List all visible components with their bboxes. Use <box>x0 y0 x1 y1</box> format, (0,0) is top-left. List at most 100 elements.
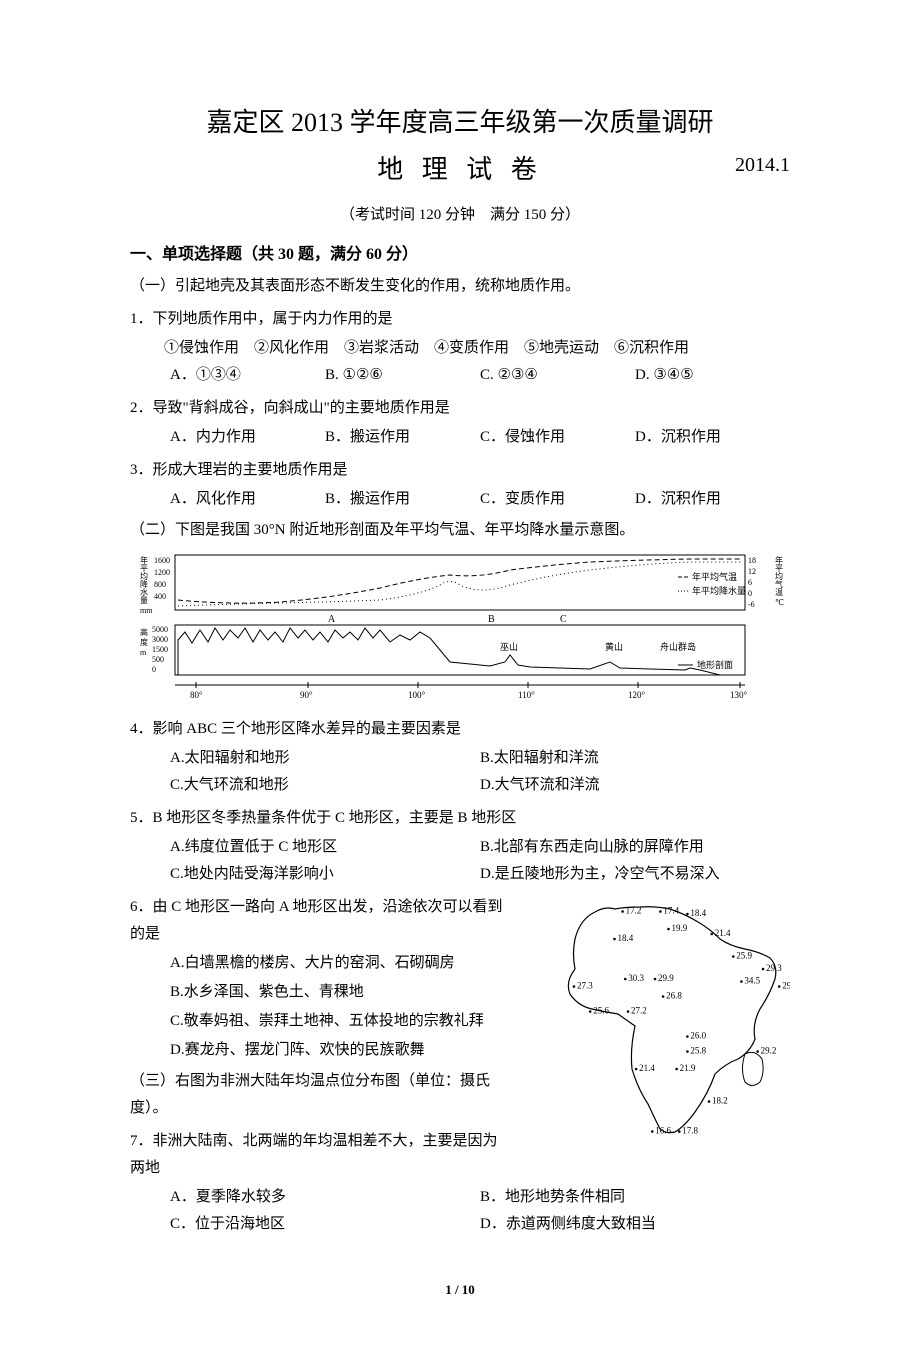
svg-text:温: 温 <box>775 588 783 597</box>
sub-title: 地 理 试 卷 <box>377 147 543 194</box>
svg-text:80°: 80° <box>190 690 203 700</box>
svg-text:1600: 1600 <box>154 556 170 565</box>
q4-optB: B.太阳辐射和洋流 <box>480 745 790 772</box>
svg-text:12: 12 <box>748 567 756 576</box>
q5-options-row2: C.地处内陆受海洋影响小 D.是丘陵地形为主，冷空气不易深入 <box>130 861 790 888</box>
q1-items: ①侵蚀作用 ②风化作用 ③岩浆活动 ④变质作用 ⑤地壳运动 ⑥沉积作用 <box>130 335 790 362</box>
svg-text:舟山群岛: 舟山群岛 <box>660 641 696 652</box>
svg-text:800: 800 <box>154 580 166 589</box>
svg-text:90°: 90° <box>300 690 313 700</box>
svg-text:27.2: 27.2 <box>631 1006 647 1016</box>
svg-text:100°: 100° <box>408 690 426 700</box>
svg-text:27.3: 27.3 <box>577 981 593 991</box>
svg-text:30.3: 30.3 <box>628 973 644 983</box>
svg-text:29.3: 29.3 <box>766 963 782 973</box>
svg-text:18.4: 18.4 <box>618 933 634 943</box>
svg-text:17.8: 17.8 <box>682 1126 698 1136</box>
svg-text:0: 0 <box>748 589 752 598</box>
svg-text:18: 18 <box>748 556 756 565</box>
q1-optA: A．①③④ <box>170 362 325 389</box>
svg-text:17.4: 17.4 <box>663 906 679 916</box>
q2-optB: B．搬运作用 <box>325 424 480 451</box>
svg-text:年平均气温: 年平均气温 <box>692 571 737 582</box>
svg-text:-6: -6 <box>748 600 755 609</box>
q2-optA: A．内力作用 <box>170 424 325 451</box>
svg-text:29.9: 29.9 <box>658 973 674 983</box>
question-5: 5．B 地形区冬季热量条件优于 C 地形区，主要是 B 地形区 A.纬度位置低于… <box>130 805 790 888</box>
q3-options: A．风化作用 B．搬运作用 C．变质作用 D．沉积作用 <box>130 486 790 513</box>
q5-optC: C.地处内陆受海洋影响小 <box>170 861 480 888</box>
question-4: 4．影响 ABC 三个地形区降水差异的最主要因素是 A.太阳辐射和地形 B.太阳… <box>130 716 790 799</box>
q5-optA: A.纬度位置低于 C 地形区 <box>170 834 480 861</box>
main-title: 嘉定区 2013 学年度高三年级第一次质量调研 <box>130 100 790 147</box>
q4-options-row2: C.大气环流和地形 D.大气环流和洋流 <box>130 772 790 799</box>
q1-options: A．①③④ B. ①②⑥ C. ②③④ D. ③④⑤ <box>130 362 790 389</box>
question-7: 7．非洲大陆南、北两端的年均温相差不大，主要是因为两地 A．夏季降水较多 B．地… <box>130 1128 790 1238</box>
question-2: 2．导致"背斜成谷，向斜成山"的主要地质作用是 A．内力作用 B．搬运作用 C．… <box>130 395 790 451</box>
q2-stem: 2．导致"背斜成谷，向斜成山"的主要地质作用是 <box>130 395 790 422</box>
svg-text:5000: 5000 <box>152 625 168 634</box>
exam-date: 2014.1 <box>735 147 790 183</box>
svg-text:mm: mm <box>140 606 153 615</box>
question-1: 1．下列地质作用中，属于内力作用的是 ①侵蚀作用 ②风化作用 ③岩浆活动 ④变质… <box>130 306 790 389</box>
svg-text:黄山: 黄山 <box>605 641 623 652</box>
svg-text:0: 0 <box>152 665 156 674</box>
svg-text:3000: 3000 <box>152 635 168 644</box>
svg-text:巫山: 巫山 <box>500 642 518 652</box>
q3-optA: A．风化作用 <box>170 486 325 513</box>
q7-options-row1: A．夏季降水较多 B．地形地势条件相同 <box>130 1184 790 1211</box>
subsection-2-intro: （二）下图是我国 30°N 附近地形剖面及年平均气温、年平均降水量示意图。 <box>130 517 790 544</box>
q7-optA: A．夏季降水较多 <box>170 1184 480 1211</box>
svg-text:29.2: 29.2 <box>761 1046 777 1056</box>
q3-optB: B．搬运作用 <box>325 486 480 513</box>
svg-text:m: m <box>140 648 147 657</box>
svg-text:21.9: 21.9 <box>680 1063 696 1073</box>
q2-optD: D．沉积作用 <box>635 424 790 451</box>
q3-optD: D．沉积作用 <box>635 486 790 513</box>
q4-options-row1: A.太阳辐射和地形 B.太阳辐射和洋流 <box>130 745 790 772</box>
q7-optB: B．地形地势条件相同 <box>480 1184 790 1211</box>
svg-text:26.8: 26.8 <box>666 991 682 1001</box>
profile-chart: 年 平 均 降 水 量 mm 1600 1200 800 400 年 平 均 气… <box>130 550 790 710</box>
svg-text:120°: 120° <box>628 690 646 700</box>
q3-stem: 3．形成大理岩的主要地质作用是 <box>130 457 790 484</box>
q4-optA: A.太阳辐射和地形 <box>170 745 480 772</box>
svg-text:量: 量 <box>140 596 148 605</box>
svg-text:34.5: 34.5 <box>744 976 760 986</box>
svg-text:25.9: 25.9 <box>736 951 752 961</box>
q2-options: A．内力作用 B．搬运作用 C．侵蚀作用 D．沉积作用 <box>130 424 790 451</box>
q1-optB: B. ①②⑥ <box>325 362 480 389</box>
svg-text:C: C <box>560 614 567 625</box>
svg-text:18.2: 18.2 <box>712 1096 728 1106</box>
svg-text:17.2: 17.2 <box>626 906 642 916</box>
svg-text:25.8: 25.8 <box>690 1046 706 1056</box>
svg-text:18.4: 18.4 <box>690 908 706 918</box>
section-1-title: 一、单项选择题（共 30 题，满分 60 分） <box>130 241 790 270</box>
svg-text:6: 6 <box>748 578 752 587</box>
svg-text:1200: 1200 <box>154 568 170 577</box>
q7-options-row2: C．位于沿海地区 D．赤道两侧纬度大致相当 <box>130 1211 790 1238</box>
svg-text:26.0: 26.0 <box>690 1031 706 1041</box>
svg-text:地形剖面: 地形剖面 <box>697 659 733 670</box>
exam-info: （考试时间 120 分钟 满分 150 分） <box>130 202 790 229</box>
svg-text:16.6: 16.6 <box>655 1126 671 1136</box>
q7-optC: C．位于沿海地区 <box>170 1211 480 1238</box>
question-3: 3．形成大理岩的主要地质作用是 A．风化作用 B．搬运作用 C．变质作用 D．沉… <box>130 457 790 513</box>
svg-text:年平均降水量: 年平均降水量 <box>692 585 746 596</box>
svg-text:19.9: 19.9 <box>672 923 688 933</box>
q4-optD: D.大气环流和洋流 <box>480 772 790 799</box>
q5-stem: 5．B 地形区冬季热量条件优于 C 地形区，主要是 B 地形区 <box>130 805 790 832</box>
svg-text:29.9: 29.9 <box>782 981 790 991</box>
page-footer: 1 / 10 <box>130 1278 790 1301</box>
q2-optC: C．侵蚀作用 <box>480 424 635 451</box>
africa-map: 17.217.418.419.921.418.425.929.330.329.9… <box>520 894 790 1144</box>
q3-optC: C．变质作用 <box>480 486 635 513</box>
q5-options-row1: A.纬度位置低于 C 地形区 B.北部有东西走向山脉的屏障作用 <box>130 834 790 861</box>
q1-optD: D. ③④⑤ <box>635 362 790 389</box>
svg-text:1500: 1500 <box>152 645 168 654</box>
svg-text:21.4: 21.4 <box>639 1063 655 1073</box>
svg-text:℃: ℃ <box>775 598 784 607</box>
svg-text:400: 400 <box>154 592 166 601</box>
subtitle-row: 地 理 试 卷 2014.1 <box>130 147 790 194</box>
subsection-1-intro: （一）引起地壳及其表面形态不断发生变化的作用，统称地质作用。 <box>130 273 790 300</box>
